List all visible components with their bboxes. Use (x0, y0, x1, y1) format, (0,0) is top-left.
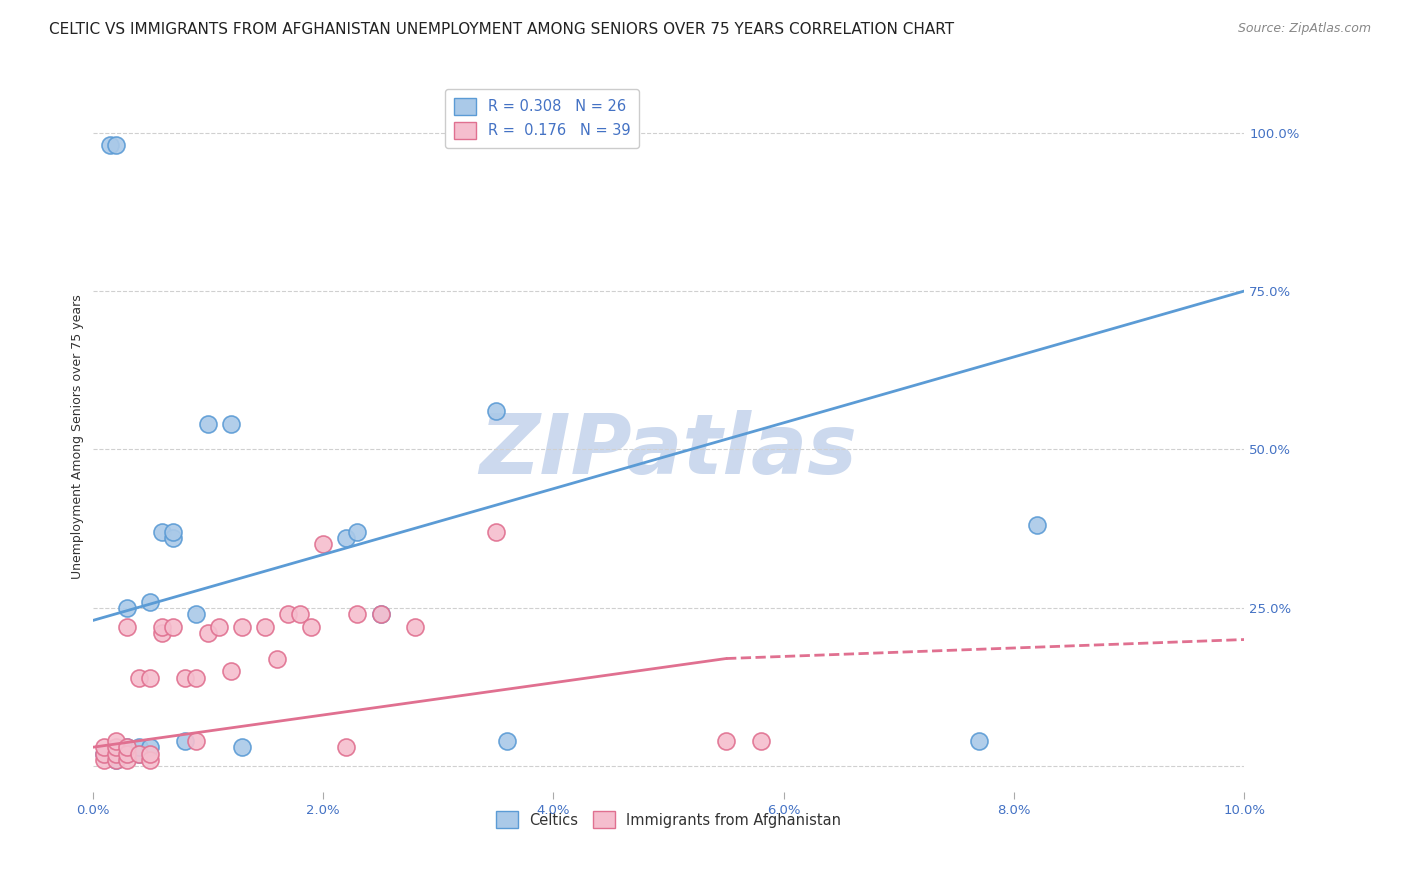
Point (173, 734, 195, 748)
Point (104, 740, 127, 755)
Point (139, 753, 162, 767)
Point (115, 600, 138, 615)
Point (231, 620, 253, 634)
Point (370, 607, 392, 622)
Point (299, 620, 322, 634)
Point (335, 531, 357, 545)
Point (254, 620, 277, 634)
Point (162, 524, 184, 539)
Point (173, 671, 195, 685)
Text: Source: ZipAtlas.com: Source: ZipAtlas.com (1237, 22, 1371, 36)
Point (162, 531, 184, 545)
Point (104, 753, 127, 767)
Point (150, 620, 173, 634)
Point (115, 620, 138, 634)
Point (969, 734, 991, 748)
Point (485, 404, 508, 418)
Point (98, 138, 121, 153)
Point (485, 524, 508, 539)
Point (277, 607, 299, 622)
Point (346, 607, 368, 622)
Point (346, 524, 368, 539)
Text: CELTIC VS IMMIGRANTS FROM AFGHANISTAN UNEMPLOYMENT AMONG SENIORS OVER 75 YEARS C: CELTIC VS IMMIGRANTS FROM AFGHANISTAN UN… (49, 22, 955, 37)
Point (404, 620, 426, 634)
Point (186, 671, 208, 685)
Point (93, 747, 115, 761)
Point (104, 747, 127, 761)
Point (370, 607, 392, 622)
Point (219, 664, 242, 678)
Point (104, 138, 127, 153)
Point (115, 747, 138, 761)
Point (266, 651, 288, 665)
Point (496, 734, 519, 748)
Point (186, 607, 208, 622)
Point (208, 620, 231, 634)
Point (115, 747, 138, 761)
Point (714, 734, 737, 748)
Point (115, 753, 138, 767)
Y-axis label: Unemployment Among Seniors over 75 years: Unemployment Among Seniors over 75 years (72, 294, 84, 579)
Point (335, 740, 357, 755)
Legend: Celtics, Immigrants from Afghanistan: Celtics, Immigrants from Afghanistan (489, 805, 848, 834)
Point (1026, 518, 1049, 533)
Point (197, 417, 219, 431)
Text: ZIPatlas: ZIPatlas (479, 410, 858, 491)
Point (231, 740, 253, 755)
Point (93, 747, 115, 761)
Point (93, 740, 115, 755)
Point (128, 740, 150, 755)
Point (186, 734, 208, 748)
Point (115, 740, 138, 755)
Point (128, 671, 150, 685)
Point (288, 607, 311, 622)
Point (93, 753, 115, 767)
Point (139, 740, 162, 755)
Point (749, 734, 772, 748)
Point (197, 626, 219, 640)
Point (139, 747, 162, 761)
Point (104, 734, 127, 748)
Point (139, 594, 162, 608)
Point (139, 671, 162, 685)
Point (104, 753, 127, 767)
Point (115, 740, 138, 755)
Point (128, 747, 150, 761)
Point (162, 620, 184, 634)
Point (219, 417, 242, 431)
Point (150, 626, 173, 640)
Point (128, 747, 150, 761)
Point (312, 537, 335, 551)
Point (150, 524, 173, 539)
